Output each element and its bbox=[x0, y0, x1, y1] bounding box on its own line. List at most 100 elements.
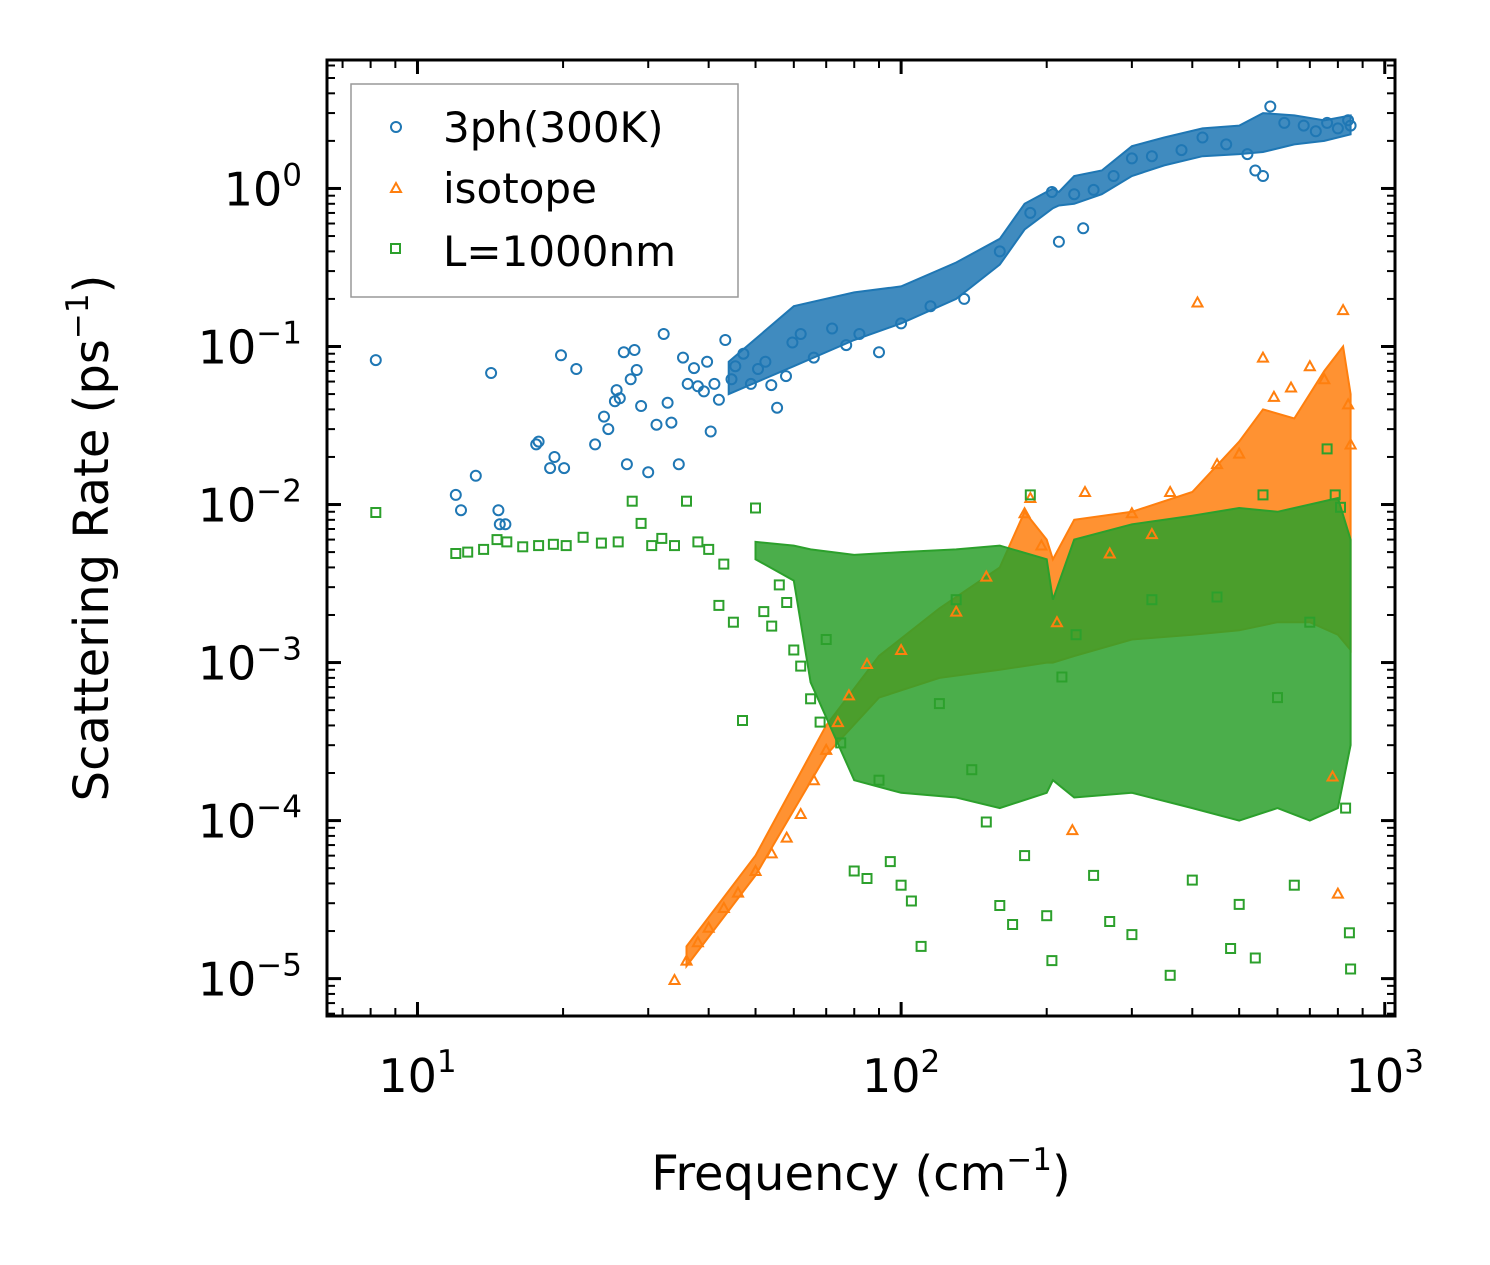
point-s2-6 bbox=[517, 541, 529, 553]
legend-label-l1000nm: L=1000nm bbox=[443, 227, 676, 276]
point-s0-69 bbox=[1107, 170, 1120, 182]
point-s0-56 bbox=[840, 339, 853, 352]
point-s2-51 bbox=[1041, 910, 1053, 922]
point-s0-76 bbox=[1249, 164, 1262, 177]
point-s0-39 bbox=[704, 425, 717, 438]
point-s0-24 bbox=[628, 344, 641, 356]
point-s0-68 bbox=[1087, 183, 1100, 196]
point-s0-42 bbox=[719, 334, 732, 346]
point-s0-59 bbox=[895, 317, 908, 330]
point-s2-68 bbox=[1304, 616, 1316, 628]
point-s2-74 bbox=[1345, 963, 1357, 975]
point-s1-15 bbox=[894, 642, 908, 656]
point-s0-79 bbox=[1278, 116, 1291, 129]
point-s1-13 bbox=[842, 688, 856, 701]
point-s0-47 bbox=[752, 363, 764, 375]
point-s0-23 bbox=[624, 373, 637, 386]
point-s1-36 bbox=[1325, 769, 1340, 782]
y-tick-label-4: 10−1 bbox=[198, 316, 302, 375]
legend-label-3ph: 3ph(300K) bbox=[443, 103, 663, 152]
point-s2-30 bbox=[788, 644, 800, 656]
point-s2-0 bbox=[370, 507, 382, 518]
point-s2-69 bbox=[1321, 443, 1333, 455]
point-s0-27 bbox=[642, 466, 655, 479]
plot-frame bbox=[325, 58, 1397, 1018]
legend-box bbox=[350, 83, 739, 298]
point-s0-48 bbox=[759, 355, 772, 368]
point-s2-9 bbox=[560, 540, 572, 552]
point-s1-16 bbox=[949, 604, 963, 617]
point-s2-3 bbox=[478, 543, 490, 555]
point-s0-81 bbox=[1309, 125, 1322, 138]
point-s0-29 bbox=[657, 328, 670, 340]
point-s2-39 bbox=[884, 856, 896, 868]
point-s2-11 bbox=[595, 537, 607, 549]
point-s0-4 bbox=[485, 367, 498, 379]
point-s1-26 bbox=[1145, 527, 1159, 540]
y-tick-label-3: 10−2 bbox=[198, 474, 302, 533]
point-s2-35 bbox=[835, 737, 847, 749]
point-s2-54 bbox=[1070, 629, 1082, 641]
legend-marker-triangle-icon bbox=[389, 180, 403, 193]
point-s1-12 bbox=[831, 715, 845, 728]
point-s0-21 bbox=[617, 346, 630, 359]
point-s2-12 bbox=[612, 536, 624, 548]
x-tick-label-2: 103 bbox=[1346, 1044, 1424, 1103]
point-s2-63 bbox=[1233, 898, 1245, 910]
x-tick-label-0: 101 bbox=[378, 1044, 456, 1103]
point-s1-22 bbox=[1065, 823, 1080, 836]
point-s2-17 bbox=[669, 540, 680, 552]
dense-band-2 bbox=[754, 496, 1352, 822]
point-s0-72 bbox=[1175, 144, 1188, 157]
point-s2-10 bbox=[577, 531, 589, 543]
point-s0-50 bbox=[771, 401, 784, 414]
point-s0-43 bbox=[725, 373, 738, 386]
point-s0-71 bbox=[1145, 150, 1158, 163]
point-s2-70 bbox=[1329, 489, 1341, 501]
point-s0-32 bbox=[672, 458, 685, 471]
point-s0-60 bbox=[924, 300, 937, 313]
point-s2-31 bbox=[795, 660, 807, 672]
point-s0-62 bbox=[993, 245, 1006, 258]
point-s0-78 bbox=[1264, 100, 1277, 113]
point-s0-75 bbox=[1241, 148, 1254, 161]
point-s1-29 bbox=[1210, 457, 1224, 470]
point-s2-2 bbox=[462, 546, 474, 558]
point-s2-32 bbox=[805, 693, 817, 705]
point-s0-33 bbox=[677, 351, 689, 364]
point-s0-14 bbox=[570, 363, 583, 375]
point-s0-10 bbox=[544, 462, 557, 475]
data-points bbox=[369, 100, 1358, 986]
point-s2-52 bbox=[1046, 955, 1058, 967]
point-s2-43 bbox=[933, 698, 945, 710]
point-s0-82 bbox=[1321, 116, 1334, 129]
point-s0-12 bbox=[555, 349, 567, 362]
point-s2-65 bbox=[1257, 489, 1269, 501]
point-s1-7 bbox=[764, 846, 779, 859]
point-s1-39 bbox=[1341, 397, 1355, 410]
point-s1-24 bbox=[1103, 546, 1117, 559]
point-s0-51 bbox=[780, 370, 792, 383]
point-s1-31 bbox=[1256, 350, 1270, 363]
point-s0-35 bbox=[688, 362, 700, 375]
point-s0-58 bbox=[873, 346, 885, 359]
point-s0-25 bbox=[630, 364, 643, 376]
point-s2-5 bbox=[501, 536, 513, 548]
point-s0-45 bbox=[737, 347, 750, 360]
legend-item-3ph: 3ph(300K) bbox=[390, 103, 663, 152]
point-s0-85 bbox=[1344, 119, 1357, 132]
point-s0-63 bbox=[1024, 206, 1037, 219]
point-s2-66 bbox=[1272, 692, 1283, 704]
point-s2-1 bbox=[450, 548, 462, 559]
point-s2-27 bbox=[766, 620, 778, 632]
point-s2-59 bbox=[1164, 969, 1176, 981]
point-s2-23 bbox=[727, 616, 739, 628]
point-s0-57 bbox=[853, 328, 866, 340]
point-s0-5 bbox=[492, 504, 505, 517]
x-tick-labels: 101 102 103 bbox=[378, 1044, 1424, 1103]
point-s0-13 bbox=[558, 462, 571, 475]
legend-label-isotope: isotope bbox=[443, 164, 597, 213]
point-s2-67 bbox=[1288, 879, 1300, 891]
point-s2-60 bbox=[1186, 874, 1198, 886]
